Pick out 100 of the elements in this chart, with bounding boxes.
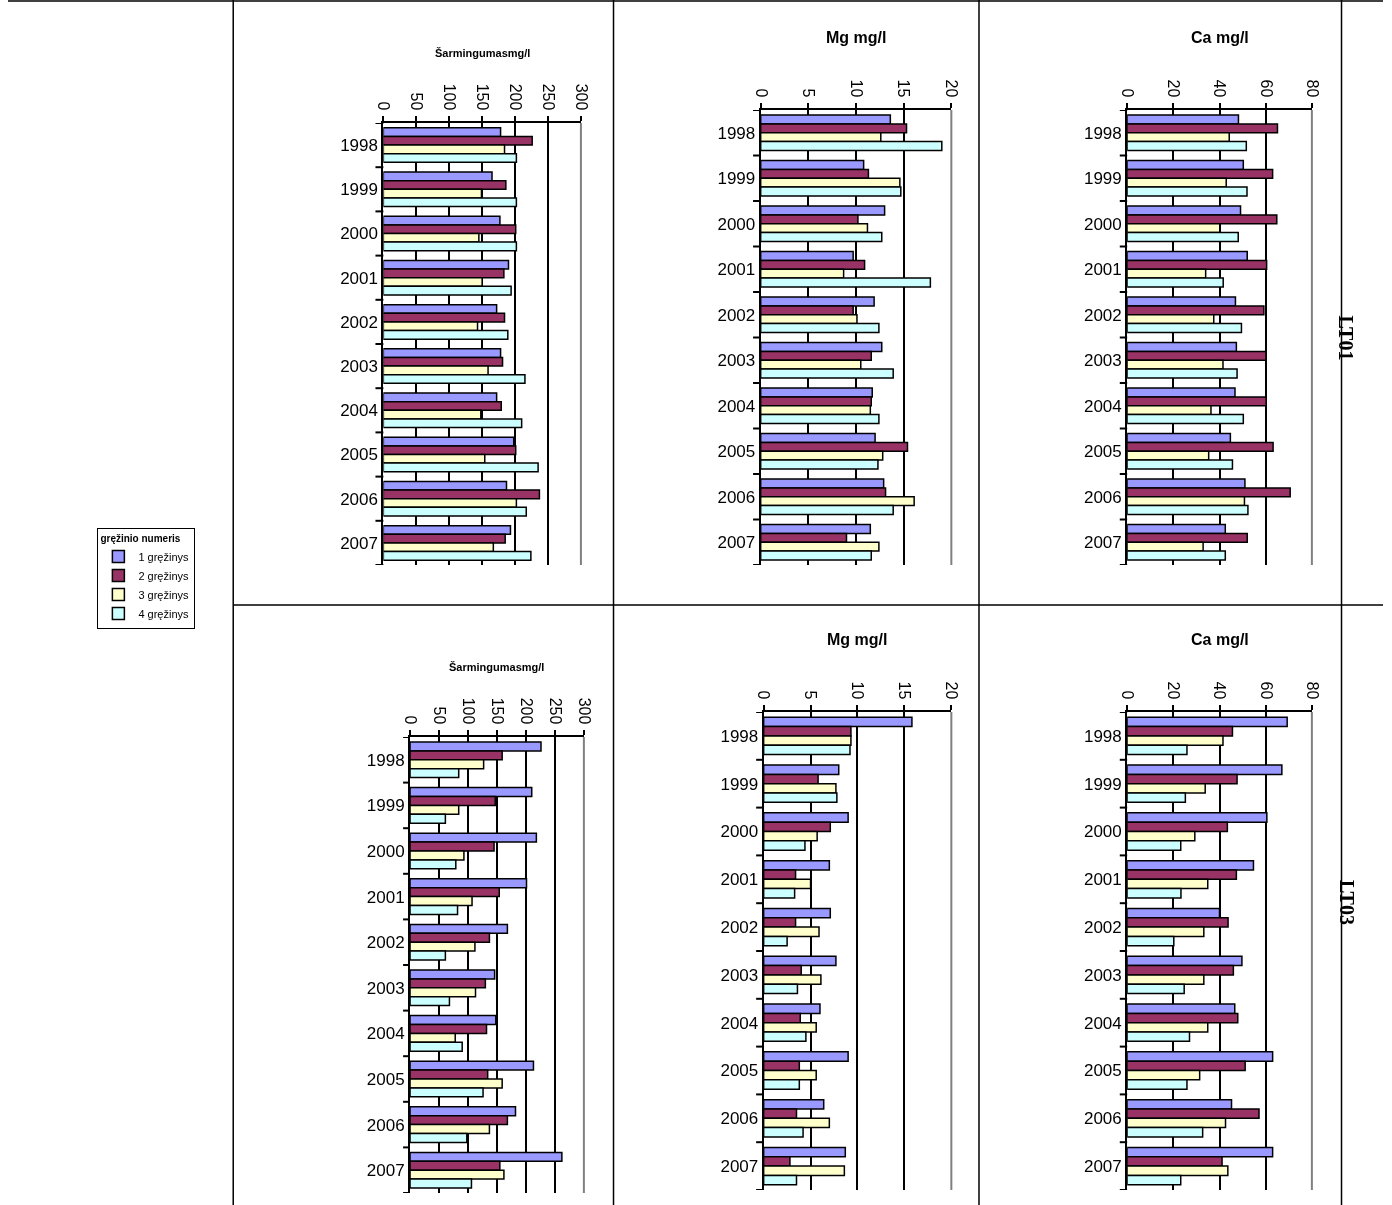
y-tick-label: 2003 — [340, 357, 378, 377]
x-tick-label: 0 — [401, 715, 419, 725]
x-tick-label: 15 — [896, 681, 914, 700]
y-tick-label: 2007 — [340, 533, 378, 553]
chart-title: Šarmingumasmg/l — [435, 47, 531, 59]
x-tick-label: 80 — [1303, 79, 1321, 98]
x-tick-label: 5 — [800, 88, 818, 98]
y-tick-label: 2001 — [1083, 260, 1122, 280]
x-tick-label: 150 — [488, 697, 506, 725]
y-tick-label: 2003 — [720, 965, 759, 985]
y-tick-label: 1998 — [340, 136, 378, 156]
legend-label: 1 gręžinys — [138, 550, 190, 563]
y-tick-label: 2001 — [720, 870, 759, 890]
y-tick-label: 2005 — [717, 442, 756, 462]
x-tick-label: 0 — [1118, 690, 1136, 700]
y-tick-label: 1999 — [1083, 169, 1122, 189]
y-tick-label: 1999 — [1083, 774, 1122, 794]
y-tick-label: 2001 — [717, 260, 756, 280]
y-tick-label: 2000 — [717, 214, 756, 234]
x-tick-label: 15 — [895, 79, 913, 98]
y-tick-label: 2007 — [717, 533, 756, 553]
y-tick-label: 2001 — [340, 268, 378, 288]
x-tick-label: 300 — [572, 83, 590, 111]
x-tick-label: 10 — [847, 79, 865, 98]
x-tick-label: 20 — [1165, 79, 1183, 98]
chart-title: Mg mg/l — [826, 29, 887, 46]
legend-title: gręžinio numeris — [100, 532, 181, 544]
y-tick-label: 1998 — [720, 726, 759, 746]
y-tick-label: 2000 — [1083, 822, 1122, 842]
chart-title: Ca mg/l — [1191, 631, 1249, 648]
y-tick-label: 2002 — [717, 305, 756, 325]
y-tick-label: 2003 — [1083, 965, 1122, 985]
y-tick-label: 2004 — [720, 1013, 759, 1033]
x-tick-label: 50 — [430, 706, 448, 725]
y-tick-label: 2005 — [366, 1069, 405, 1089]
y-tick-label: 1998 — [717, 123, 756, 143]
x-tick-label: 250 — [546, 697, 564, 725]
y-tick-label: 2006 — [1083, 487, 1122, 507]
y-tick-label: 2000 — [1083, 214, 1122, 234]
x-tick-label: 20 — [943, 681, 961, 700]
y-tick-label: 1999 — [720, 774, 759, 794]
y-tick-label: 2005 — [720, 1061, 759, 1081]
x-tick-label: 150 — [473, 83, 491, 111]
y-tick-label: 2007 — [1083, 1157, 1122, 1177]
chart-title: Šarmingumasmg/l — [449, 661, 545, 673]
x-tick-label: 40 — [1211, 79, 1229, 98]
y-tick-label: 2003 — [366, 978, 405, 998]
y-tick-label: 2006 — [720, 1109, 759, 1129]
y-tick-label: 2002 — [1083, 918, 1122, 938]
y-tick-label: 2002 — [720, 918, 759, 938]
y-tick-label: 2005 — [1083, 442, 1122, 462]
x-tick-label: 200 — [506, 83, 524, 111]
y-tick-label: 2004 — [1083, 1013, 1122, 1033]
x-tick-label: 80 — [1303, 681, 1321, 700]
y-tick-label: 2007 — [1083, 533, 1122, 553]
x-tick-label: 0 — [375, 101, 393, 111]
x-tick-label: 0 — [752, 88, 770, 98]
y-tick-label: 2003 — [717, 351, 756, 371]
x-tick-label: 40 — [1211, 681, 1229, 700]
y-tick-label: 2004 — [1083, 396, 1122, 416]
y-tick-label: 2005 — [340, 445, 378, 465]
x-tick-label: 60 — [1257, 681, 1275, 700]
y-tick-label: 1999 — [366, 796, 405, 816]
y-tick-label: 2005 — [1083, 1061, 1122, 1081]
y-tick-label: 1998 — [1083, 123, 1122, 143]
x-tick-label: 20 — [1165, 681, 1183, 700]
x-tick-label: 300 — [575, 697, 593, 725]
y-tick-label: 2002 — [1083, 305, 1122, 325]
x-tick-label: 60 — [1257, 79, 1275, 98]
chart-title: Mg mg/l — [827, 631, 888, 648]
y-tick-label: 1998 — [1083, 726, 1122, 746]
x-tick-label: 0 — [755, 690, 773, 700]
x-tick-label: 20 — [943, 79, 961, 98]
x-tick-label: 100 — [441, 83, 459, 111]
x-tick-label: 10 — [849, 681, 867, 700]
y-tick-label: 2006 — [366, 1115, 405, 1135]
y-tick-label: 2004 — [366, 1024, 405, 1044]
y-tick-label: 2001 — [366, 887, 405, 907]
y-tick-label: 2004 — [717, 396, 756, 416]
x-tick-label: 250 — [539, 83, 557, 111]
y-tick-label: 1999 — [717, 169, 756, 189]
y-tick-label: 2000 — [366, 841, 405, 861]
y-tick-label: 2000 — [340, 224, 378, 244]
legend-label: 2 gręžinys — [138, 569, 190, 582]
y-tick-label: 2002 — [340, 312, 378, 332]
y-tick-label: 2006 — [340, 489, 378, 509]
y-tick-label: 2002 — [366, 933, 405, 953]
x-tick-label: 200 — [517, 697, 535, 725]
y-tick-label: 1998 — [366, 750, 405, 770]
x-tick-label: 0 — [1118, 88, 1136, 98]
y-tick-label: 2003 — [1083, 351, 1122, 371]
legend-label: 4 gręžinys — [138, 607, 190, 620]
y-tick-label: 2007 — [720, 1157, 759, 1177]
y-tick-label: 2000 — [720, 822, 759, 842]
y-tick-label: 2006 — [1083, 1109, 1122, 1129]
x-tick-label: 100 — [459, 697, 477, 725]
x-tick-label: 5 — [802, 690, 820, 700]
y-tick-label: 1999 — [340, 180, 378, 200]
y-tick-label: 2004 — [340, 401, 378, 421]
legend-label: 3 gręžinys — [138, 588, 190, 601]
